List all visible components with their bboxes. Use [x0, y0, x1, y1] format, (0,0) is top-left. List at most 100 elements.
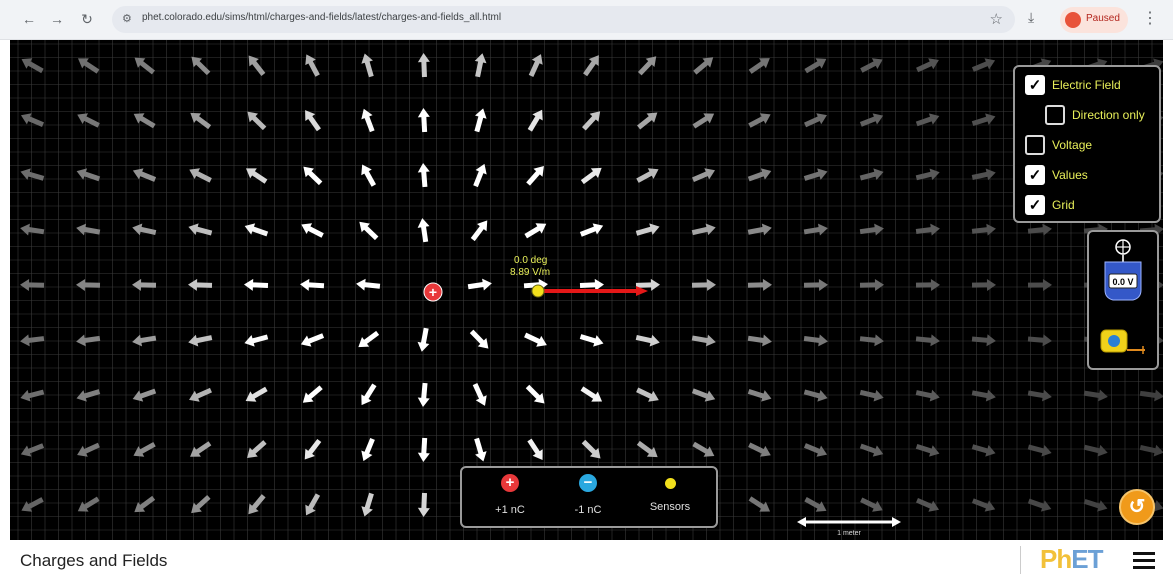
hamburger-menu-icon[interactable] [1133, 552, 1155, 570]
profile-button[interactable]: Paused [1060, 7, 1128, 33]
field-arrow [77, 113, 100, 128]
field-arrow [132, 388, 157, 402]
navigation-bar: Charges and Fields PhET [0, 540, 1173, 578]
address-bar[interactable]: ⚙ phet.colorado.edu/sims/html/charges-an… [112, 6, 1015, 33]
field-arrow [134, 495, 156, 513]
forward-icon[interactable]: → [50, 11, 64, 27]
field-arrow [361, 492, 374, 517]
field-arrow [691, 168, 716, 183]
divider [1020, 546, 1021, 574]
checkbox-icon[interactable]: ✓ [1025, 165, 1045, 185]
field-arrow [915, 497, 940, 512]
checkbox-label: Grid [1052, 198, 1075, 212]
field-arrow [20, 278, 45, 291]
field-arrow [248, 494, 266, 515]
download-icon[interactable]: ⤓ [1028, 9, 1035, 25]
field-arrow [692, 441, 715, 457]
field-arrow [472, 383, 487, 406]
checkbox-icon[interactable] [1045, 105, 1065, 125]
field-arrow [580, 386, 603, 402]
double-arrow-icon [797, 517, 901, 527]
field-arrow [915, 334, 940, 347]
positive-charge[interactable]: + [423, 282, 443, 302]
checkbox-icon[interactable]: ✓ [1025, 195, 1045, 215]
field-arrow [20, 113, 45, 128]
field-arrow [300, 278, 325, 291]
bookmark-star-icon[interactable]: ☆ [989, 11, 1003, 28]
url-text[interactable]: phet.colorado.edu/sims/html/charges-and-… [142, 12, 502, 23]
field-arrow [361, 437, 375, 462]
field-arrow [305, 493, 321, 516]
field-arrow [747, 389, 772, 402]
field-arrow [525, 384, 545, 404]
field-arrow [635, 334, 660, 347]
field-arrow [971, 223, 996, 236]
field-arrow [305, 54, 320, 77]
measuring-tape-icon[interactable] [1099, 326, 1147, 358]
field-arrow [473, 163, 487, 188]
field-arrow [1139, 444, 1163, 457]
e-field-sensor[interactable] [531, 284, 545, 298]
field-arrow [859, 389, 884, 402]
sensor-magnitude-label: 8.89 V/m [510, 267, 550, 278]
field-arrow [245, 386, 268, 402]
sensors-source[interactable]: Sensors [630, 474, 710, 513]
field-arrow [474, 437, 487, 462]
field-arrow [77, 58, 100, 74]
field-arrow [132, 334, 157, 347]
field-arrow [76, 168, 101, 182]
field-arrow [971, 278, 996, 291]
field-arrow [1027, 223, 1052, 236]
field-arrow [77, 442, 100, 457]
reset-all-button[interactable]: ↺ [1119, 489, 1155, 525]
field-arrow [747, 223, 772, 236]
scale-label: 1 meter [837, 530, 861, 537]
field-arrow [132, 223, 157, 236]
sensors-label: Sensors [649, 501, 691, 513]
browser-chrome: ← → ↻ ⚙ phet.colorado.edu/sims/html/char… [0, 0, 1173, 40]
positive-charge-source[interactable]: + +1 nC [470, 474, 550, 516]
phet-logo[interactable]: PhET [1040, 544, 1103, 575]
scale-bar[interactable]: 1 meter [797, 516, 901, 538]
negative-charge-source[interactable]: − -1 nC [548, 474, 628, 516]
checkbox-label: Voltage [1052, 138, 1093, 152]
field-arrow [915, 278, 940, 291]
negative-charge-icon[interactable]: − [579, 474, 597, 492]
field-arrow [417, 53, 430, 78]
field-arrow [915, 223, 940, 236]
sensor-group[interactable]: 0.0 deg 8.89 V/m [510, 255, 648, 298]
voltmeter-tool[interactable]: 0.0 V [1101, 238, 1145, 304]
reload-icon[interactable]: ↻ [81, 11, 93, 27]
field-arrow [635, 278, 660, 291]
back-icon[interactable]: ← [22, 11, 36, 27]
field-arrow [804, 58, 827, 74]
field-arrow [803, 389, 828, 402]
field-arrow [971, 334, 996, 347]
field-arrow [803, 168, 828, 181]
field-arrow [305, 110, 321, 132]
field-arrow [356, 278, 381, 291]
field-arrow [303, 166, 323, 186]
checkbox-icon[interactable] [1025, 135, 1045, 155]
site-info-icon[interactable]: ⚙ [122, 13, 132, 25]
negative-charge-label: -1 nC [574, 504, 602, 516]
field-arrow [191, 56, 211, 76]
field-arrow [747, 168, 772, 182]
field-arrow [691, 278, 716, 291]
field-arrow [636, 440, 658, 458]
field-arrow [691, 223, 716, 236]
field-arrow [361, 53, 374, 78]
field-arrow [915, 113, 940, 127]
field-arrow [580, 167, 602, 185]
browser-menu-icon[interactable]: ⋮ [1142, 10, 1158, 27]
field-arrow [859, 113, 884, 127]
sensor-icon[interactable] [664, 478, 676, 489]
checkbox-icon[interactable]: ✓ [1025, 75, 1045, 95]
field-arrow [971, 389, 996, 402]
field-arrow [971, 498, 996, 512]
field-arrow [859, 334, 884, 347]
simulation-canvas[interactable]: 0.0 deg 8.89 V/m + ✓ Electric Field Dire… [10, 40, 1163, 540]
field-arrow [747, 278, 772, 291]
positive-charge-icon[interactable]: + [501, 474, 519, 492]
field-arrow [469, 329, 489, 349]
